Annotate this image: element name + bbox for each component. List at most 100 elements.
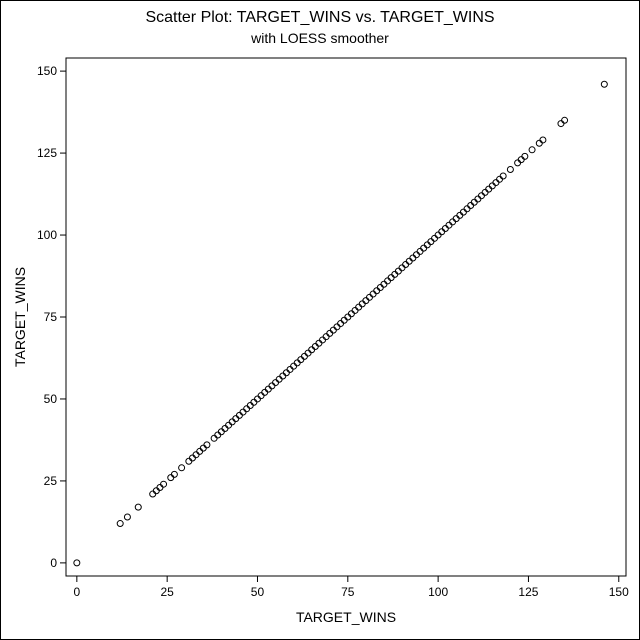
data-point xyxy=(474,195,482,203)
data-point xyxy=(268,382,276,390)
data-point xyxy=(329,326,337,334)
data-point xyxy=(387,274,395,282)
data-point xyxy=(279,372,287,380)
data-point xyxy=(228,418,236,426)
data-point xyxy=(304,349,312,357)
data-point xyxy=(412,251,420,259)
data-point xyxy=(539,136,547,144)
data-point xyxy=(196,447,204,455)
data-point xyxy=(250,398,258,406)
data-point xyxy=(438,228,446,236)
data-point xyxy=(185,457,193,465)
data-point xyxy=(557,120,565,128)
data-point xyxy=(340,316,348,324)
x-tick-label: 0 xyxy=(73,585,80,599)
data-point xyxy=(427,238,435,246)
data-point xyxy=(351,306,359,314)
data-point xyxy=(232,415,240,423)
data-point xyxy=(431,234,439,242)
data-point xyxy=(470,198,478,206)
data-point xyxy=(506,165,514,173)
data-point xyxy=(217,428,225,436)
data-point xyxy=(492,179,500,187)
y-tick-label: 25 xyxy=(44,474,58,488)
data-point xyxy=(311,343,319,351)
x-tick-label: 50 xyxy=(251,585,265,599)
data-point xyxy=(499,172,507,180)
data-point xyxy=(160,480,168,488)
data-point xyxy=(369,290,377,298)
data-point xyxy=(293,359,301,367)
data-point xyxy=(152,487,160,495)
data-point xyxy=(116,520,124,528)
data-point xyxy=(394,267,402,275)
data-point xyxy=(156,483,164,491)
data-point xyxy=(416,247,424,255)
data-point xyxy=(210,434,218,442)
x-axis-label: TARGET_WINS xyxy=(296,609,396,625)
data-point xyxy=(297,356,305,364)
data-point xyxy=(391,270,399,278)
data-point xyxy=(308,346,316,354)
data-point xyxy=(188,454,196,462)
data-point xyxy=(358,300,366,308)
data-point xyxy=(449,218,457,226)
data-point xyxy=(481,188,489,196)
data-point xyxy=(514,159,522,167)
plot-area xyxy=(65,57,627,577)
data-point xyxy=(365,293,373,301)
data-point xyxy=(477,192,485,200)
y-tick-label: 50 xyxy=(44,392,58,406)
data-point xyxy=(420,244,428,252)
data-point xyxy=(199,444,207,452)
data-point xyxy=(463,205,471,213)
data-point xyxy=(405,257,413,265)
data-point xyxy=(286,365,294,373)
y-axis: 0 25 50 75 100 125 150 xyxy=(37,64,66,570)
data-point xyxy=(485,185,493,193)
data-point xyxy=(192,451,200,459)
x-axis: 0 25 50 75 100 125 150 xyxy=(73,576,629,599)
data-point xyxy=(167,474,175,482)
data-point xyxy=(123,513,131,521)
data-point xyxy=(178,464,186,472)
data-point xyxy=(235,411,243,419)
data-point xyxy=(326,329,334,337)
data-point xyxy=(398,264,406,272)
data-point xyxy=(362,297,370,305)
data-point xyxy=(275,375,283,383)
y-tick-label: 100 xyxy=(37,228,57,242)
data-point xyxy=(73,559,81,567)
data-point xyxy=(253,395,261,403)
data-point xyxy=(333,323,341,331)
data-point xyxy=(434,231,442,239)
data-point xyxy=(257,392,265,400)
data-point xyxy=(409,254,417,262)
data-point xyxy=(203,441,211,449)
data-point xyxy=(373,287,381,295)
data-point xyxy=(452,215,460,223)
data-point xyxy=(221,424,229,432)
data-point xyxy=(347,310,355,318)
data-point xyxy=(600,80,608,88)
data-point xyxy=(384,277,392,285)
data-point xyxy=(264,385,272,393)
data-point xyxy=(322,333,330,341)
x-tick-label: 75 xyxy=(341,585,355,599)
data-point xyxy=(445,221,453,229)
y-tick-label: 75 xyxy=(44,310,58,324)
y-axis-label: TARGET_WINS xyxy=(12,267,28,367)
data-point xyxy=(380,280,388,288)
data-point xyxy=(441,224,449,232)
x-tick-label: 100 xyxy=(428,585,448,599)
data-point xyxy=(214,431,222,439)
x-tick-label: 150 xyxy=(609,585,629,599)
data-point xyxy=(376,283,384,291)
data-point xyxy=(488,182,496,190)
data-point xyxy=(246,402,254,410)
data-point xyxy=(528,146,536,154)
data-point xyxy=(290,362,298,370)
data-point xyxy=(467,202,475,210)
